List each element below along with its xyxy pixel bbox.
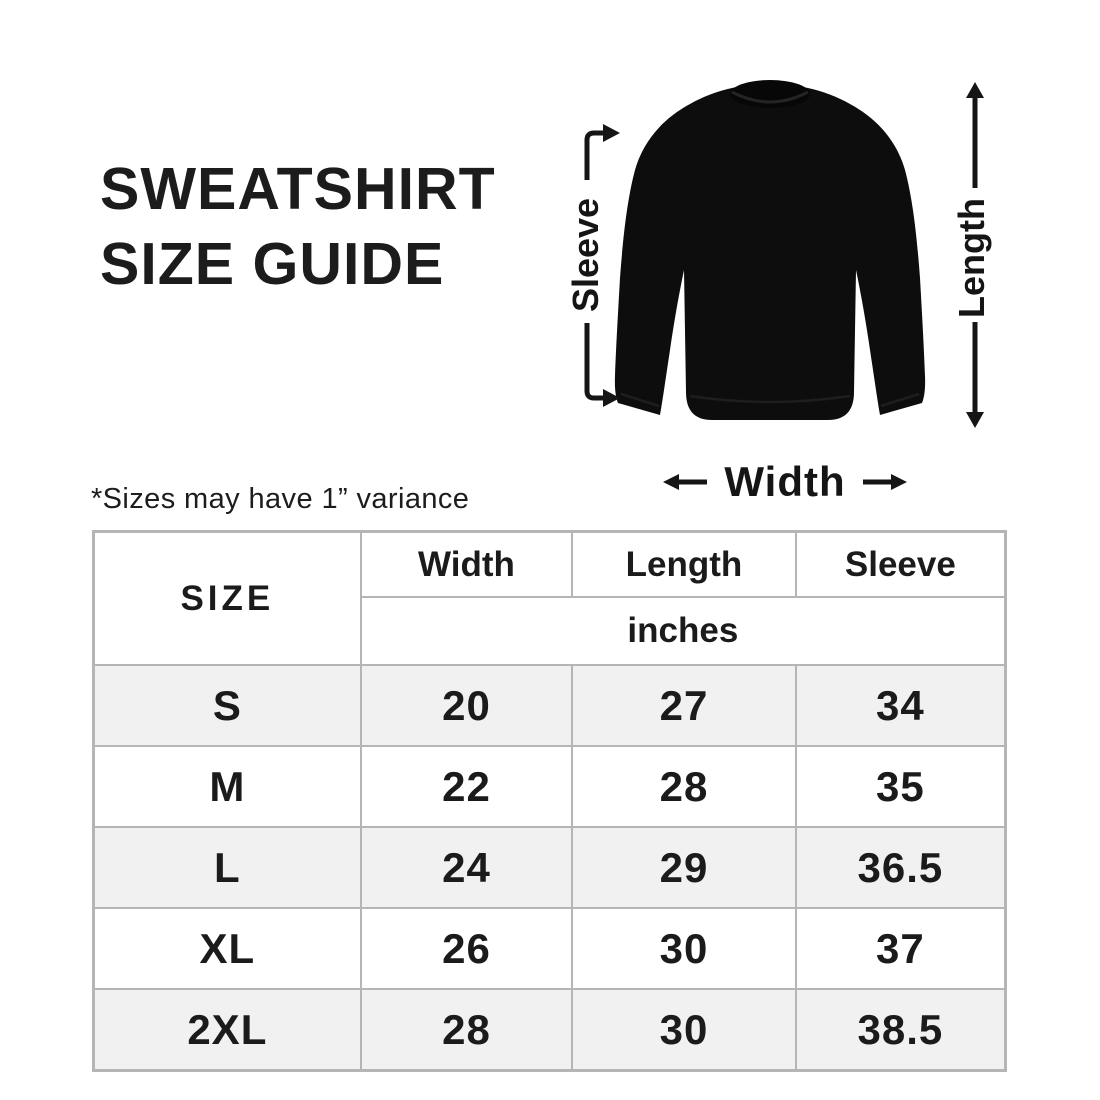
col-header-length: Length: [571, 530, 797, 598]
collar: [730, 80, 810, 108]
sleeve-cell: 36.5: [794, 826, 1007, 909]
width-axis: Width: [645, 456, 925, 508]
length-cell: 30: [571, 988, 797, 1072]
table-row: S 20 27 34: [92, 664, 1007, 747]
width-cell: 20: [359, 664, 574, 747]
table-row: M 22 28 35: [92, 745, 1007, 828]
width-arrow-right: [862, 474, 907, 490]
width-cell: 24: [359, 826, 574, 909]
variance-note: *Sizes may have 1” variance: [91, 483, 470, 515]
sleeve-cell: 35: [794, 745, 1007, 828]
length-cell: 30: [571, 907, 797, 990]
size-cell: XL: [92, 907, 362, 990]
col-header-sleeve: Sleeve: [794, 530, 1007, 598]
table-header-row: SIZE Width Length Sleeve: [92, 530, 1007, 666]
col-header-width: Width: [359, 530, 574, 598]
size-cell: L: [92, 826, 362, 909]
sweatshirt-illustration: [614, 80, 926, 420]
width-cell: 28: [359, 988, 574, 1072]
table-row: 2XL 28 30 38.5: [92, 988, 1007, 1072]
unit-header: inches: [359, 596, 1007, 666]
width-cell: 22: [359, 745, 574, 828]
length-cell: 28: [571, 745, 797, 828]
size-column-header: SIZE: [92, 530, 362, 666]
length-cell: 27: [571, 664, 797, 747]
sleeve-axis-label: Sleeve: [565, 197, 607, 313]
sleeve-cell: 34: [794, 664, 1007, 747]
length-measure-arrow: [966, 82, 984, 428]
table-row: L 24 29 36.5: [92, 826, 1007, 909]
length-cell: 29: [571, 826, 797, 909]
size-cell: M: [92, 745, 362, 828]
page-title-line2: SIZE GUIDE: [100, 231, 445, 297]
size-table: SIZE Width Length Sleeve inches S 20 27 …: [92, 530, 1007, 1072]
page-title-line1: SWEATSHIRT: [100, 156, 496, 222]
width-arrow-left: [663, 474, 708, 490]
page-title: SWEATSHIRT SIZE GUIDE: [100, 152, 496, 302]
sleeve-cell: 38.5: [794, 988, 1007, 1072]
sleeve-measure-arrow: [584, 124, 620, 407]
size-cell: S: [92, 664, 362, 747]
length-axis-label: Length: [951, 198, 993, 318]
width-axis-label: Width: [724, 458, 846, 505]
sleeve-cell: 37: [794, 907, 1007, 990]
width-cell: 26: [359, 907, 574, 990]
size-cell: 2XL: [92, 988, 362, 1072]
table-row: XL 26 30 37: [92, 907, 1007, 990]
table-unit-row: inches: [94, 596, 1007, 666]
